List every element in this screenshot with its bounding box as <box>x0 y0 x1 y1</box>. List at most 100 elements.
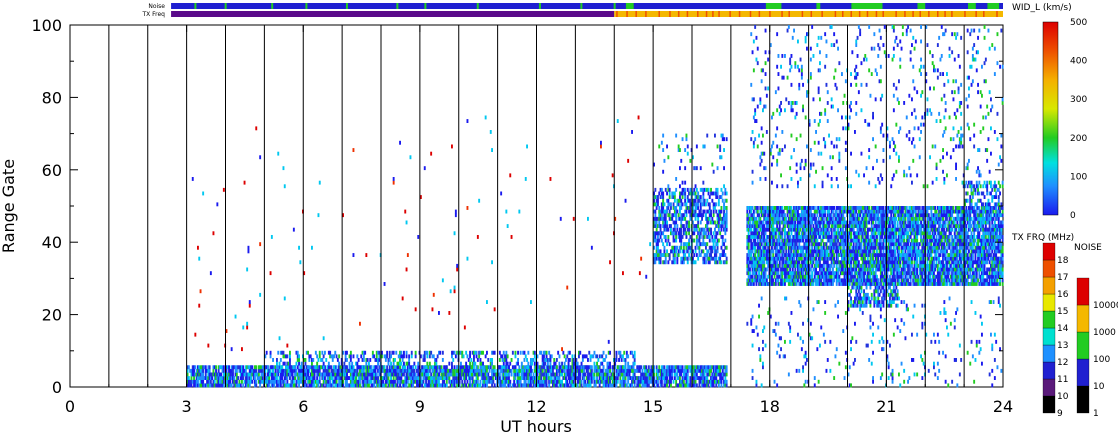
data-point <box>778 235 781 239</box>
data-point <box>695 213 698 218</box>
data-point <box>520 365 523 370</box>
data-point <box>789 224 792 228</box>
data-point <box>461 372 464 377</box>
data-point <box>555 372 558 377</box>
data-point <box>715 379 718 384</box>
data-point <box>830 227 833 232</box>
data-point <box>705 376 707 380</box>
data-point <box>712 242 715 247</box>
data-point <box>410 379 413 384</box>
data-point <box>520 383 523 388</box>
data-point <box>707 260 710 265</box>
data-point <box>832 242 834 247</box>
data-point <box>530 383 532 388</box>
data-point <box>785 220 788 225</box>
data-point <box>246 376 249 380</box>
data-point <box>428 368 431 373</box>
data-point <box>671 213 674 218</box>
data-point <box>250 368 252 373</box>
data-point <box>470 383 473 388</box>
data-point <box>794 220 797 225</box>
data-point <box>780 249 782 254</box>
data-point <box>544 383 547 388</box>
data-point <box>670 365 672 370</box>
data-point <box>632 361 635 366</box>
data-point <box>436 379 439 384</box>
data-point <box>552 372 554 377</box>
data-point <box>619 379 622 384</box>
data-point <box>692 220 694 225</box>
data-point <box>289 361 291 366</box>
data-point <box>386 350 389 355</box>
data-point <box>631 365 633 370</box>
data-point <box>546 358 549 362</box>
data-point <box>826 245 829 250</box>
data-point <box>705 202 707 207</box>
data-point <box>806 245 808 250</box>
data-point <box>750 227 753 232</box>
data-point <box>325 358 328 362</box>
data-point <box>830 260 833 265</box>
data-point <box>724 187 727 192</box>
data-point <box>579 372 582 377</box>
data-point <box>663 227 666 232</box>
data-point <box>685 209 688 214</box>
data-point <box>712 213 715 218</box>
data-point <box>349 368 352 373</box>
data-point <box>409 376 412 380</box>
data-point <box>330 368 333 373</box>
data-point <box>759 274 762 279</box>
data-point <box>663 213 666 218</box>
data-point <box>781 235 784 239</box>
data-point <box>561 347 563 352</box>
data-point <box>431 383 434 388</box>
data-point <box>705 213 707 218</box>
data-point <box>681 368 684 373</box>
data-point <box>374 372 377 377</box>
data-point <box>653 191 655 196</box>
data-point <box>820 206 823 210</box>
data-point <box>721 253 724 257</box>
data-point <box>281 379 284 384</box>
data-point <box>603 379 606 384</box>
data-point <box>305 365 308 370</box>
data-point <box>802 224 804 228</box>
data-point <box>324 376 326 380</box>
data-point <box>207 379 210 384</box>
data-point <box>260 368 263 373</box>
data-point <box>724 216 727 221</box>
data-point <box>719 195 722 199</box>
data-point <box>501 372 504 377</box>
data-point <box>679 379 681 384</box>
data-point <box>765 224 768 228</box>
data-point <box>611 379 614 384</box>
data-point <box>602 368 605 373</box>
data-point <box>545 365 548 370</box>
data-point <box>675 213 678 218</box>
data-point <box>809 206 812 210</box>
data-point <box>559 368 562 373</box>
data-point <box>438 372 440 377</box>
data-point <box>305 368 308 373</box>
data-point <box>610 376 613 380</box>
data-point <box>563 365 566 370</box>
data-point <box>349 383 352 388</box>
data-point <box>600 368 602 373</box>
data-point <box>702 260 705 265</box>
data-point <box>279 383 282 388</box>
data-point <box>717 224 720 228</box>
data-point <box>435 368 438 373</box>
data-point <box>365 383 368 388</box>
data-point <box>432 372 435 377</box>
data-point <box>607 339 610 344</box>
data-point <box>348 354 351 359</box>
data-point <box>780 220 782 225</box>
data-point <box>492 350 495 355</box>
data-point <box>441 278 444 283</box>
data-point <box>822 282 825 286</box>
data-point <box>763 274 766 279</box>
data-point <box>658 209 661 214</box>
data-point <box>767 249 770 254</box>
data-point <box>711 191 714 196</box>
data-point <box>276 383 278 388</box>
